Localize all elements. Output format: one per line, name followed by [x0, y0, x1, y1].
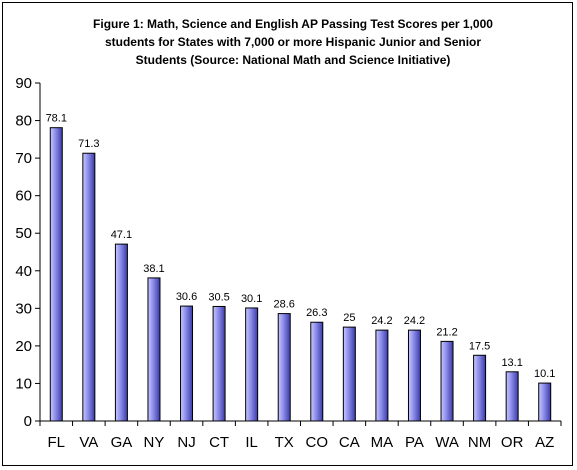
- x-tick-label-ny: NY: [144, 434, 165, 451]
- bar-ct: [212, 305, 226, 422]
- x-tick-label-ma: MA: [371, 434, 394, 451]
- y-tick-label: 90: [15, 75, 32, 92]
- data-label-ct: 30.5: [208, 291, 229, 303]
- bar-az: [538, 382, 552, 422]
- bar-ny: [147, 277, 161, 422]
- data-label-ga: 47.1: [111, 229, 132, 241]
- y-tick-label: 30: [15, 300, 32, 317]
- data-label-ma: 24.2: [371, 315, 392, 327]
- x-tick-label-az: AZ: [535, 434, 554, 451]
- x-tick-label-co: CO: [306, 434, 329, 451]
- data-label-va: 71.3: [78, 138, 99, 150]
- y-tick-label: 20: [15, 338, 32, 355]
- data-label-or: 13.1: [501, 357, 522, 369]
- bars: [49, 127, 552, 422]
- bar-co: [310, 321, 324, 422]
- y-tick-label: 0: [24, 413, 32, 430]
- x-tick-label-nm: NM: [468, 434, 491, 451]
- x-tick-label-tx: TX: [275, 434, 294, 451]
- bar-ma: [375, 329, 389, 422]
- y-tick-label: 40: [15, 263, 32, 280]
- data-label-az: 10.1: [534, 368, 555, 380]
- x-tick-label-wa: WA: [435, 434, 459, 451]
- bar-tx: [277, 313, 291, 422]
- data-labels: 78.1 71.3 47.1 38.1 30.6 30.5 30.1 28.6 26.3 25 24…: [46, 113, 556, 380]
- data-label-fl: 78.1: [46, 113, 67, 125]
- bar-wa: [440, 340, 454, 422]
- y-tick-label: 60: [15, 188, 32, 205]
- chart-title: Figure 1: Math, Science and English AP P…: [93, 17, 493, 67]
- data-label-co: 26.3: [306, 307, 327, 319]
- bar-nj: [180, 305, 194, 422]
- bar-fl: [49, 127, 63, 422]
- x-tick-label-or: OR: [501, 434, 524, 451]
- data-label-nj: 30.6: [176, 291, 197, 303]
- data-label-nm: 17.5: [469, 340, 490, 352]
- y-tick-label: 70: [15, 150, 32, 167]
- bar-il: [245, 307, 259, 422]
- x-tick-label-va: VA: [79, 434, 98, 451]
- x-tick-label-il: IL: [245, 434, 258, 451]
- y-tick-label: 10: [15, 375, 32, 392]
- x-tick-label-fl: FL: [48, 434, 66, 451]
- bar-nm: [473, 354, 487, 422]
- data-label-pa: 24.2: [404, 315, 425, 327]
- x-tick-label-ga: GA: [111, 434, 133, 451]
- y-tick-label: 80: [15, 113, 32, 130]
- x-tick-label-ct: CT: [209, 434, 229, 451]
- bar-va: [82, 152, 96, 422]
- x-tick-label-ca: CA: [339, 434, 360, 451]
- x-tick-label-nj: NJ: [177, 434, 195, 451]
- data-label-wa: 21.2: [436, 326, 457, 338]
- bar-pa: [407, 329, 421, 422]
- data-label-ca: 25: [343, 312, 355, 324]
- bar-ca: [342, 326, 356, 422]
- bar-ga: [114, 243, 128, 422]
- x-tick-label-pa: PA: [405, 434, 424, 451]
- x-axis: FL VA GA NY NJ CT IL TX CO CA MA PA WA NM OR AZ: [39, 420, 562, 451]
- data-label-tx: 28.6: [274, 299, 295, 311]
- data-label-il: 30.1: [241, 293, 262, 305]
- y-axis: 0 10 20 30 40 50 60 70 80 90: [15, 75, 41, 430]
- bar-or: [505, 371, 519, 422]
- y-tick-label: 50: [15, 225, 32, 242]
- data-label-ny: 38.1: [143, 263, 164, 275]
